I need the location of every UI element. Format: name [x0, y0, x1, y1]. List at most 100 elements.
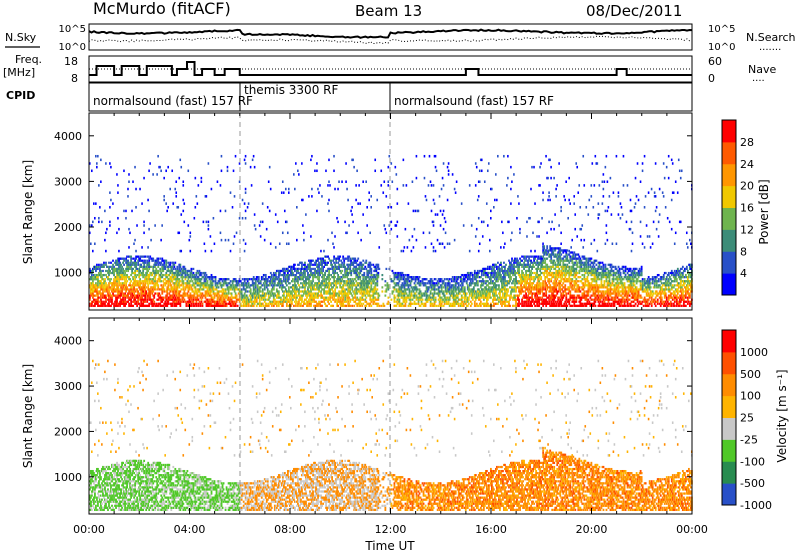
scatter-cell	[477, 292, 480, 295]
scatter-cell	[431, 292, 434, 295]
scatter-cell	[173, 288, 176, 291]
scatter-cell	[455, 282, 458, 285]
scatter-cell	[370, 278, 373, 281]
scatter-cell	[398, 288, 401, 291]
scatter-cell	[348, 290, 351, 293]
scatter-cell	[134, 290, 137, 293]
scatter-cell	[291, 265, 293, 268]
scatter-cell	[117, 257, 119, 260]
scatter-cell	[100, 284, 102, 287]
scatter-cell	[108, 271, 110, 275]
scatter-cell	[397, 271, 400, 275]
scatter-cell	[223, 292, 226, 295]
scatter-cell	[315, 288, 317, 291]
scatter-cell	[470, 290, 473, 293]
scatter-cell	[445, 292, 448, 295]
scatter-cell	[299, 296, 301, 299]
scatter-cell	[144, 290, 147, 293]
scatter-cell	[439, 284, 442, 287]
scatter-cell	[243, 278, 246, 281]
scatter-cell	[196, 298, 199, 301]
scatter-cell	[194, 286, 197, 289]
scatter-cell	[460, 298, 463, 301]
scatter-cell	[295, 296, 297, 299]
scatter-cell	[473, 282, 476, 285]
scatter-cell	[300, 302, 302, 305]
scatter-cell	[509, 296, 511, 299]
scatter-cell	[285, 292, 288, 295]
scatter-cell	[455, 276, 458, 279]
scatter-cell	[95, 154, 97, 158]
scatter-cell	[475, 292, 478, 295]
scatter-cell	[485, 288, 488, 291]
scatter-cell	[446, 286, 449, 289]
scatter-cell	[362, 302, 365, 305]
scatter-cell	[470, 271, 473, 275]
scatter-cell	[463, 286, 466, 289]
scatter-cell	[378, 294, 381, 297]
scatter-cell	[149, 292, 152, 295]
scatter-cell	[404, 284, 407, 287]
scatter-cell	[127, 269, 129, 273]
scatter-cell	[467, 298, 470, 301]
scatter-cell	[504, 304, 506, 307]
scatter-cell	[468, 278, 471, 281]
scatter-cell	[209, 294, 212, 297]
scatter-cell	[404, 302, 407, 305]
scatter-cell	[238, 298, 241, 301]
scatter-cell	[311, 273, 313, 277]
scatter-cell	[213, 296, 216, 299]
scatter-cell	[246, 206, 249, 209]
scatter-cell	[267, 294, 270, 297]
scatter-cell	[288, 282, 291, 285]
scatter-cell	[254, 288, 257, 291]
scatter-cell	[298, 294, 300, 297]
scatter-cell	[332, 267, 335, 271]
scatter-cell	[436, 292, 439, 295]
scatter-cell	[215, 300, 218, 303]
scatter-cell	[467, 290, 470, 293]
scatter-cell	[319, 286, 321, 289]
scatter-cell	[161, 263, 164, 266]
scatter-cell	[513, 173, 515, 176]
scatter-cell	[189, 273, 192, 277]
scatter-cell	[189, 231, 192, 235]
scatter-cell	[246, 290, 249, 293]
scatter-cell	[146, 261, 149, 264]
scatter-cell	[486, 284, 489, 287]
scatter-cell	[280, 302, 283, 305]
scatter-cell	[204, 271, 207, 275]
scatter-cell	[397, 288, 400, 291]
scatter-cell	[171, 302, 174, 305]
scatter-cell	[324, 263, 326, 266]
scatter-cell	[463, 300, 466, 303]
scatter-cell	[499, 263, 501, 266]
scatter-cell	[383, 304, 386, 307]
scatter-cell	[140, 294, 143, 297]
scatter-cell	[513, 282, 515, 285]
scatter-cell	[369, 261, 372, 264]
scatter-cell	[127, 261, 129, 264]
scatter-cell	[257, 296, 260, 299]
scatter-cell	[130, 304, 133, 307]
scatter-cell	[396, 290, 399, 293]
scatter-cell	[225, 296, 228, 299]
scatter-cell	[197, 302, 200, 305]
scatter-cell	[367, 294, 370, 297]
freq-label-1: Freq.	[15, 53, 42, 66]
scatter-cell	[160, 238, 162, 242]
scatter-cell	[198, 300, 201, 303]
scatter-cell	[320, 290, 322, 293]
scatter-cell	[325, 298, 327, 301]
scatter-cell	[346, 296, 349, 299]
scatter-cell	[491, 271, 493, 275]
scatter-cell	[310, 302, 312, 305]
scatter-cell	[497, 261, 499, 264]
scatter-cell	[154, 269, 157, 273]
scatter-cell	[116, 284, 118, 287]
scatter-cell	[509, 273, 511, 277]
scatter-cell	[486, 294, 489, 297]
scatter-cell	[261, 220, 264, 224]
scatter-cell	[171, 290, 174, 293]
scatter-cell	[157, 257, 160, 260]
